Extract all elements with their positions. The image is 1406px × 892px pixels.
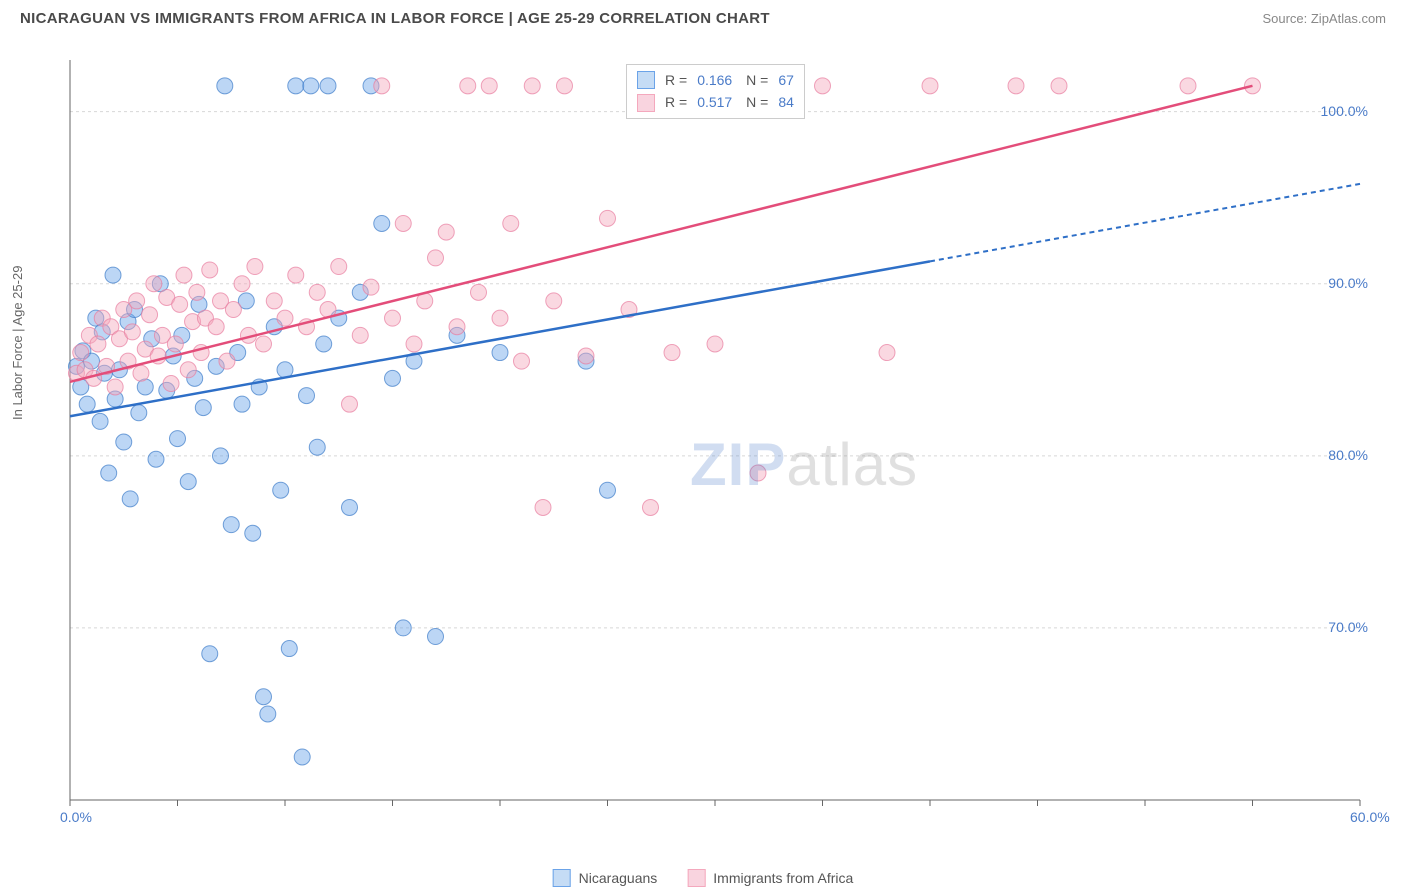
stat-r-label-1: R =	[665, 91, 687, 113]
source-attribution: Source: ZipAtlas.com	[1262, 11, 1386, 26]
legend-swatch-0	[553, 869, 571, 887]
x-tick-label: 0.0%	[60, 809, 92, 825]
legend-swatch-1	[687, 869, 705, 887]
chart-header: NICARAGUAN VS IMMIGRANTS FROM AFRICA IN …	[0, 0, 1406, 32]
y-tick-label: 80.0%	[1328, 447, 1368, 463]
y-tick-label: 100.0%	[1321, 103, 1368, 119]
y-tick-label: 90.0%	[1328, 275, 1368, 291]
stat-n-value-1: 84	[778, 91, 794, 113]
legend-item-0: Nicaraguans	[553, 869, 658, 887]
stat-n-label-1: N =	[742, 91, 768, 113]
legend-label-0: Nicaraguans	[579, 870, 658, 886]
stat-r-label-0: R =	[665, 69, 687, 91]
stat-n-label-0: N =	[742, 69, 768, 91]
x-tick-label: 60.0%	[1350, 809, 1390, 825]
legend-label-1: Immigrants from Africa	[713, 870, 853, 886]
stats-row-series-1: R = 0.517 N = 84	[637, 91, 794, 113]
y-axis-label: In Labor Force | Age 25-29	[10, 266, 25, 420]
chart-area: ZIPatlas R = 0.166 N = 67 R = 0.517 N = …	[50, 50, 1380, 820]
y-tick-label: 70.0%	[1328, 619, 1368, 635]
chart-title: NICARAGUAN VS IMMIGRANTS FROM AFRICA IN …	[20, 10, 770, 27]
stats-swatch-0	[637, 71, 655, 89]
legend-item-1: Immigrants from Africa	[687, 869, 853, 887]
scatter-chart	[50, 50, 1380, 820]
correlation-stats-box: R = 0.166 N = 67 R = 0.517 N = 84	[626, 64, 805, 119]
legend: Nicaraguans Immigrants from Africa	[553, 869, 854, 887]
stat-r-value-0: 0.166	[697, 69, 732, 91]
stats-row-series-0: R = 0.166 N = 67	[637, 69, 794, 91]
stats-swatch-1	[637, 94, 655, 112]
stat-n-value-0: 67	[778, 69, 794, 91]
stat-r-value-1: 0.517	[697, 91, 732, 113]
